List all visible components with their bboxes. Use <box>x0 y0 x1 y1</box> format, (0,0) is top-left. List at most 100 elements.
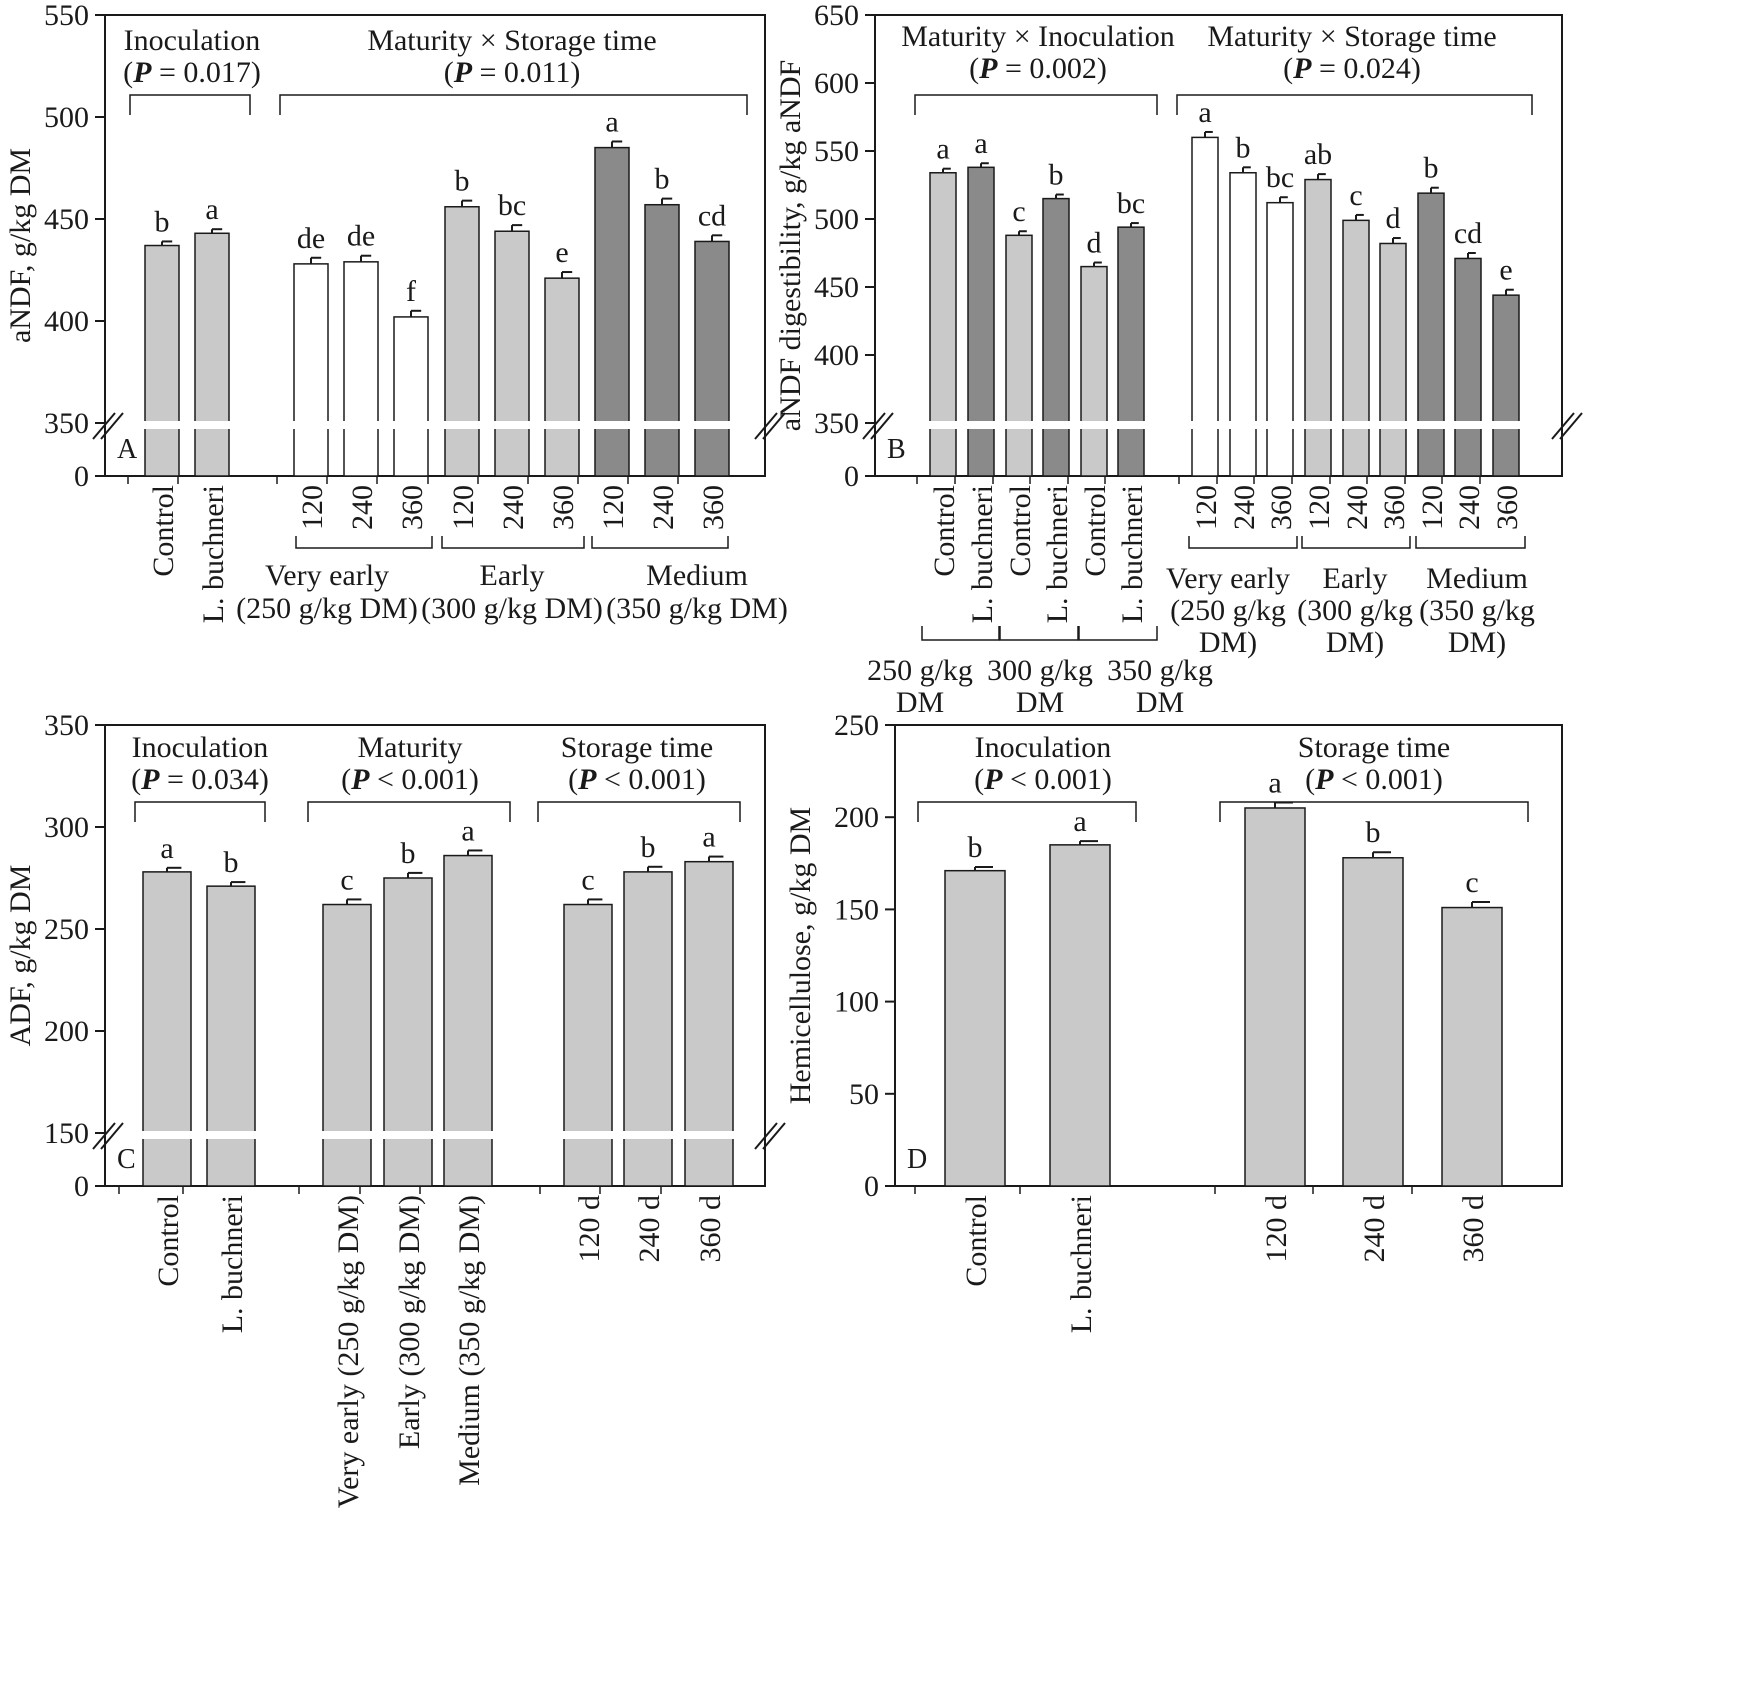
significance-letter: a <box>974 127 987 160</box>
annotation-bracket <box>1219 801 1529 822</box>
group-bracket <box>295 536 433 549</box>
panel-letter: B <box>887 434 906 465</box>
y-tick-label: 0 <box>844 460 859 493</box>
bar <box>383 877 433 1187</box>
annotation-p-value-p: P <box>1314 763 1334 796</box>
bar <box>544 277 580 477</box>
significance-letter: b <box>968 831 983 864</box>
annotation-p-value-open: ( <box>1283 52 1293 85</box>
bar <box>1379 242 1407 477</box>
annotation-p-value-open: ( <box>131 763 141 796</box>
bar <box>929 172 957 477</box>
bar <box>644 203 680 477</box>
x-tick-label: Control <box>928 485 961 577</box>
y-axis-label: aNDF, g/kg DM <box>4 148 37 343</box>
significance-letter: a <box>605 105 618 138</box>
group-bracket <box>1188 536 1298 549</box>
group-label: (300 g/kg DM) <box>421 592 603 625</box>
annotation-p-value-value: < 0.001) <box>1002 763 1111 796</box>
significance-letter: c <box>581 863 594 896</box>
x-tick-label: 360 <box>1491 485 1524 530</box>
y-tick-label: 450 <box>814 271 859 304</box>
significance-letter: b <box>1236 131 1251 164</box>
x-tick-label: 360 <box>697 485 730 530</box>
x-tick-label: 240 <box>647 485 680 530</box>
y-tick-label: 200 <box>44 1015 89 1048</box>
significance-letter: e <box>555 236 568 269</box>
significance-letter: a <box>461 814 474 847</box>
group-label: Very early <box>1166 562 1290 595</box>
annotation-p-value-open: ( <box>341 763 351 796</box>
bar <box>1492 294 1520 477</box>
y-tick-label: 600 <box>814 67 859 100</box>
annotation-title: Storage time <box>561 731 713 764</box>
y-tick-label: 150 <box>44 1117 89 1150</box>
significance-letter: f <box>406 275 416 308</box>
bar <box>444 206 480 477</box>
bar <box>144 244 180 477</box>
annotation-p-value: (P < 0.001) <box>974 763 1112 796</box>
y-tick-label: 400 <box>814 339 859 372</box>
annotation-bracket <box>917 801 1137 822</box>
significance-letter: c <box>1349 179 1362 212</box>
x-tick-label: Control <box>152 1195 185 1287</box>
x-tick-label: 360 <box>1378 485 1411 530</box>
y-tick-label: 400 <box>44 305 89 338</box>
bar <box>1342 857 1404 1187</box>
significance-letter: cd <box>1454 217 1482 250</box>
group-bracket <box>1078 626 1158 641</box>
x-tick-label: 120 d <box>1260 1195 1293 1263</box>
x-tick-label: L. buchneri <box>1041 485 1074 623</box>
annotation-bracket <box>129 94 251 115</box>
y-tick-label: 550 <box>44 0 89 32</box>
group-bracket <box>1301 536 1411 549</box>
x-tick-label: 360 <box>396 485 429 530</box>
significance-letter: bc <box>1266 161 1294 194</box>
bar <box>1080 265 1108 477</box>
significance-letter: b <box>455 165 470 198</box>
x-tick-label: 120 <box>1190 485 1223 530</box>
bar <box>1266 201 1294 477</box>
annotation-title: Inoculation <box>975 731 1112 764</box>
axis-break-mark <box>1559 412 1583 440</box>
group-label: Medium <box>1426 562 1528 595</box>
axis-break-band <box>106 421 764 429</box>
group-label: 300 g/kg <box>987 654 1093 687</box>
axis-break-mark <box>754 1122 778 1150</box>
y-tick-label: 50 <box>849 1078 879 1111</box>
annotation-p-value-value: = 0.024) <box>1311 52 1420 85</box>
bar <box>1304 178 1332 477</box>
annotation-p-value-value: = 0.034) <box>159 763 268 796</box>
group-label: (350 g/kg <box>1419 594 1535 627</box>
group-bracket <box>999 626 1079 641</box>
x-tick-label: 240 d <box>633 1195 666 1263</box>
significance-letter: a <box>936 133 949 166</box>
axis-break-mark <box>92 1122 116 1150</box>
significance-letter: c <box>340 863 353 896</box>
x-tick-label: L. buchneri <box>1116 485 1149 623</box>
annotation-p-value-value: < 0.001) <box>596 763 705 796</box>
y-tick-label: 200 <box>834 801 879 834</box>
bar <box>393 316 429 477</box>
annotation-p-value: (P = 0.024) <box>1283 52 1421 85</box>
annotation-bracket <box>537 801 741 822</box>
group-bracket <box>441 536 585 549</box>
y-tick-label: 350 <box>44 709 89 742</box>
x-tick-label: 120 <box>296 485 329 530</box>
group-bracket <box>1415 536 1526 549</box>
x-tick-label: L. buchneri <box>216 1195 249 1333</box>
significance-letter: b <box>401 837 416 870</box>
y-tick-label: 450 <box>44 203 89 236</box>
annotation-title: Maturity × Inoculation <box>901 20 1175 53</box>
y-tick-label: 650 <box>814 0 859 32</box>
significance-letter: a <box>702 821 715 854</box>
annotation-p-value-p: P <box>978 52 998 85</box>
significance-letter: b <box>1424 152 1439 185</box>
x-tick-label: 360 <box>1265 485 1298 530</box>
y-axis-label: aNDF digestibility, g/kg aNDF <box>774 60 807 431</box>
annotation-p-value: (P = 0.011) <box>444 56 581 89</box>
group-label: DM) <box>1448 626 1506 659</box>
bar <box>1342 219 1370 477</box>
axis-break-mark <box>100 412 124 440</box>
annotation-p-value-p: P <box>577 763 597 796</box>
